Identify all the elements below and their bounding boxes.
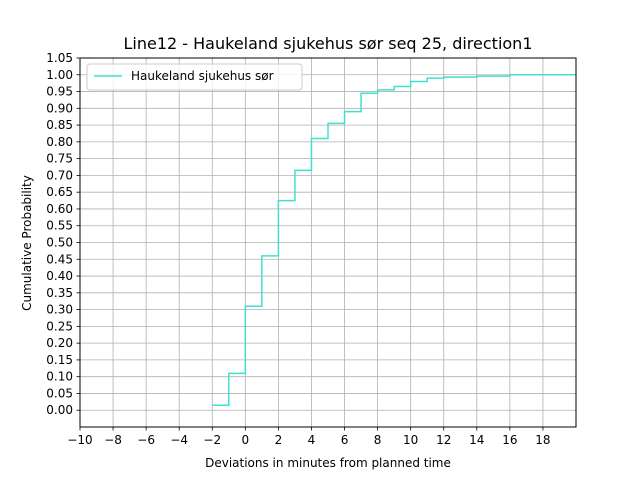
y-tick-label: 0.70 (46, 168, 73, 182)
x-tick-label: −8 (104, 433, 122, 447)
x-tick-label: 14 (469, 433, 484, 447)
series-group (212, 74, 576, 406)
y-tick-label: 0.30 (46, 303, 73, 317)
y-tick-label: 1.00 (46, 68, 73, 82)
y-tick-label: 0.60 (46, 202, 73, 216)
chart-title: Line12 - Haukeland sjukehus sør seq 25, … (124, 34, 533, 53)
x-ticks: −10 −8 −6 −4 −2 0 2 4 6 8 10 12 14 16 18 (67, 427, 551, 447)
y-tick-label: 0.20 (46, 336, 73, 350)
y-tick-label: 0.95 (46, 85, 73, 99)
x-tick-label: −10 (67, 433, 92, 447)
x-tick-label: 6 (341, 433, 349, 447)
legend-label: Haukeland sjukehus sør (131, 69, 274, 83)
y-tick-label: 0.10 (46, 370, 73, 384)
x-tick-label: −6 (137, 433, 155, 447)
x-tick-label: 2 (275, 433, 283, 447)
y-tick-label: 0.45 (46, 252, 73, 266)
x-tick-label: −2 (203, 433, 221, 447)
y-tick-label: 0.75 (46, 152, 73, 166)
x-tick-label: 4 (308, 433, 316, 447)
y-tick-label: 1.05 (46, 51, 73, 65)
y-tick-label: 0.25 (46, 319, 73, 333)
x-tick-label: 12 (436, 433, 451, 447)
y-tick-label: 0.00 (46, 403, 73, 417)
y-tick-label: 0.50 (46, 236, 73, 250)
y-tick-label: 0.15 (46, 353, 73, 367)
y-tick-label: 0.05 (46, 386, 73, 400)
y-axis-label: Cumulative Probability (20, 175, 34, 311)
x-tick-label: 18 (535, 433, 550, 447)
x-tick-label: 10 (403, 433, 418, 447)
x-tick-label: 0 (242, 433, 250, 447)
y-tick-label: 0.65 (46, 185, 73, 199)
y-ticks: 0.00 0.05 0.10 0.15 0.20 0.25 0.30 0.35 0.40 0.45… (46, 51, 80, 417)
y-tick-label: 0.80 (46, 135, 73, 149)
legend-box (86, 63, 303, 91)
y-tick-label: 0.90 (46, 101, 73, 115)
y-tick-label: 0.55 (46, 219, 73, 233)
series-line (212, 74, 576, 406)
y-tick-label: 0.40 (46, 269, 73, 283)
x-tick-label: 16 (502, 433, 517, 447)
x-tick-label: 8 (374, 433, 382, 447)
y-tick-label: 0.35 (46, 286, 73, 300)
x-tick-label: −4 (170, 433, 188, 447)
x-axis-label: Deviations in minutes from planned time (205, 456, 451, 470)
legend: Haukeland sjukehus sør (86, 63, 303, 91)
y-tick-label: 0.85 (46, 118, 73, 132)
